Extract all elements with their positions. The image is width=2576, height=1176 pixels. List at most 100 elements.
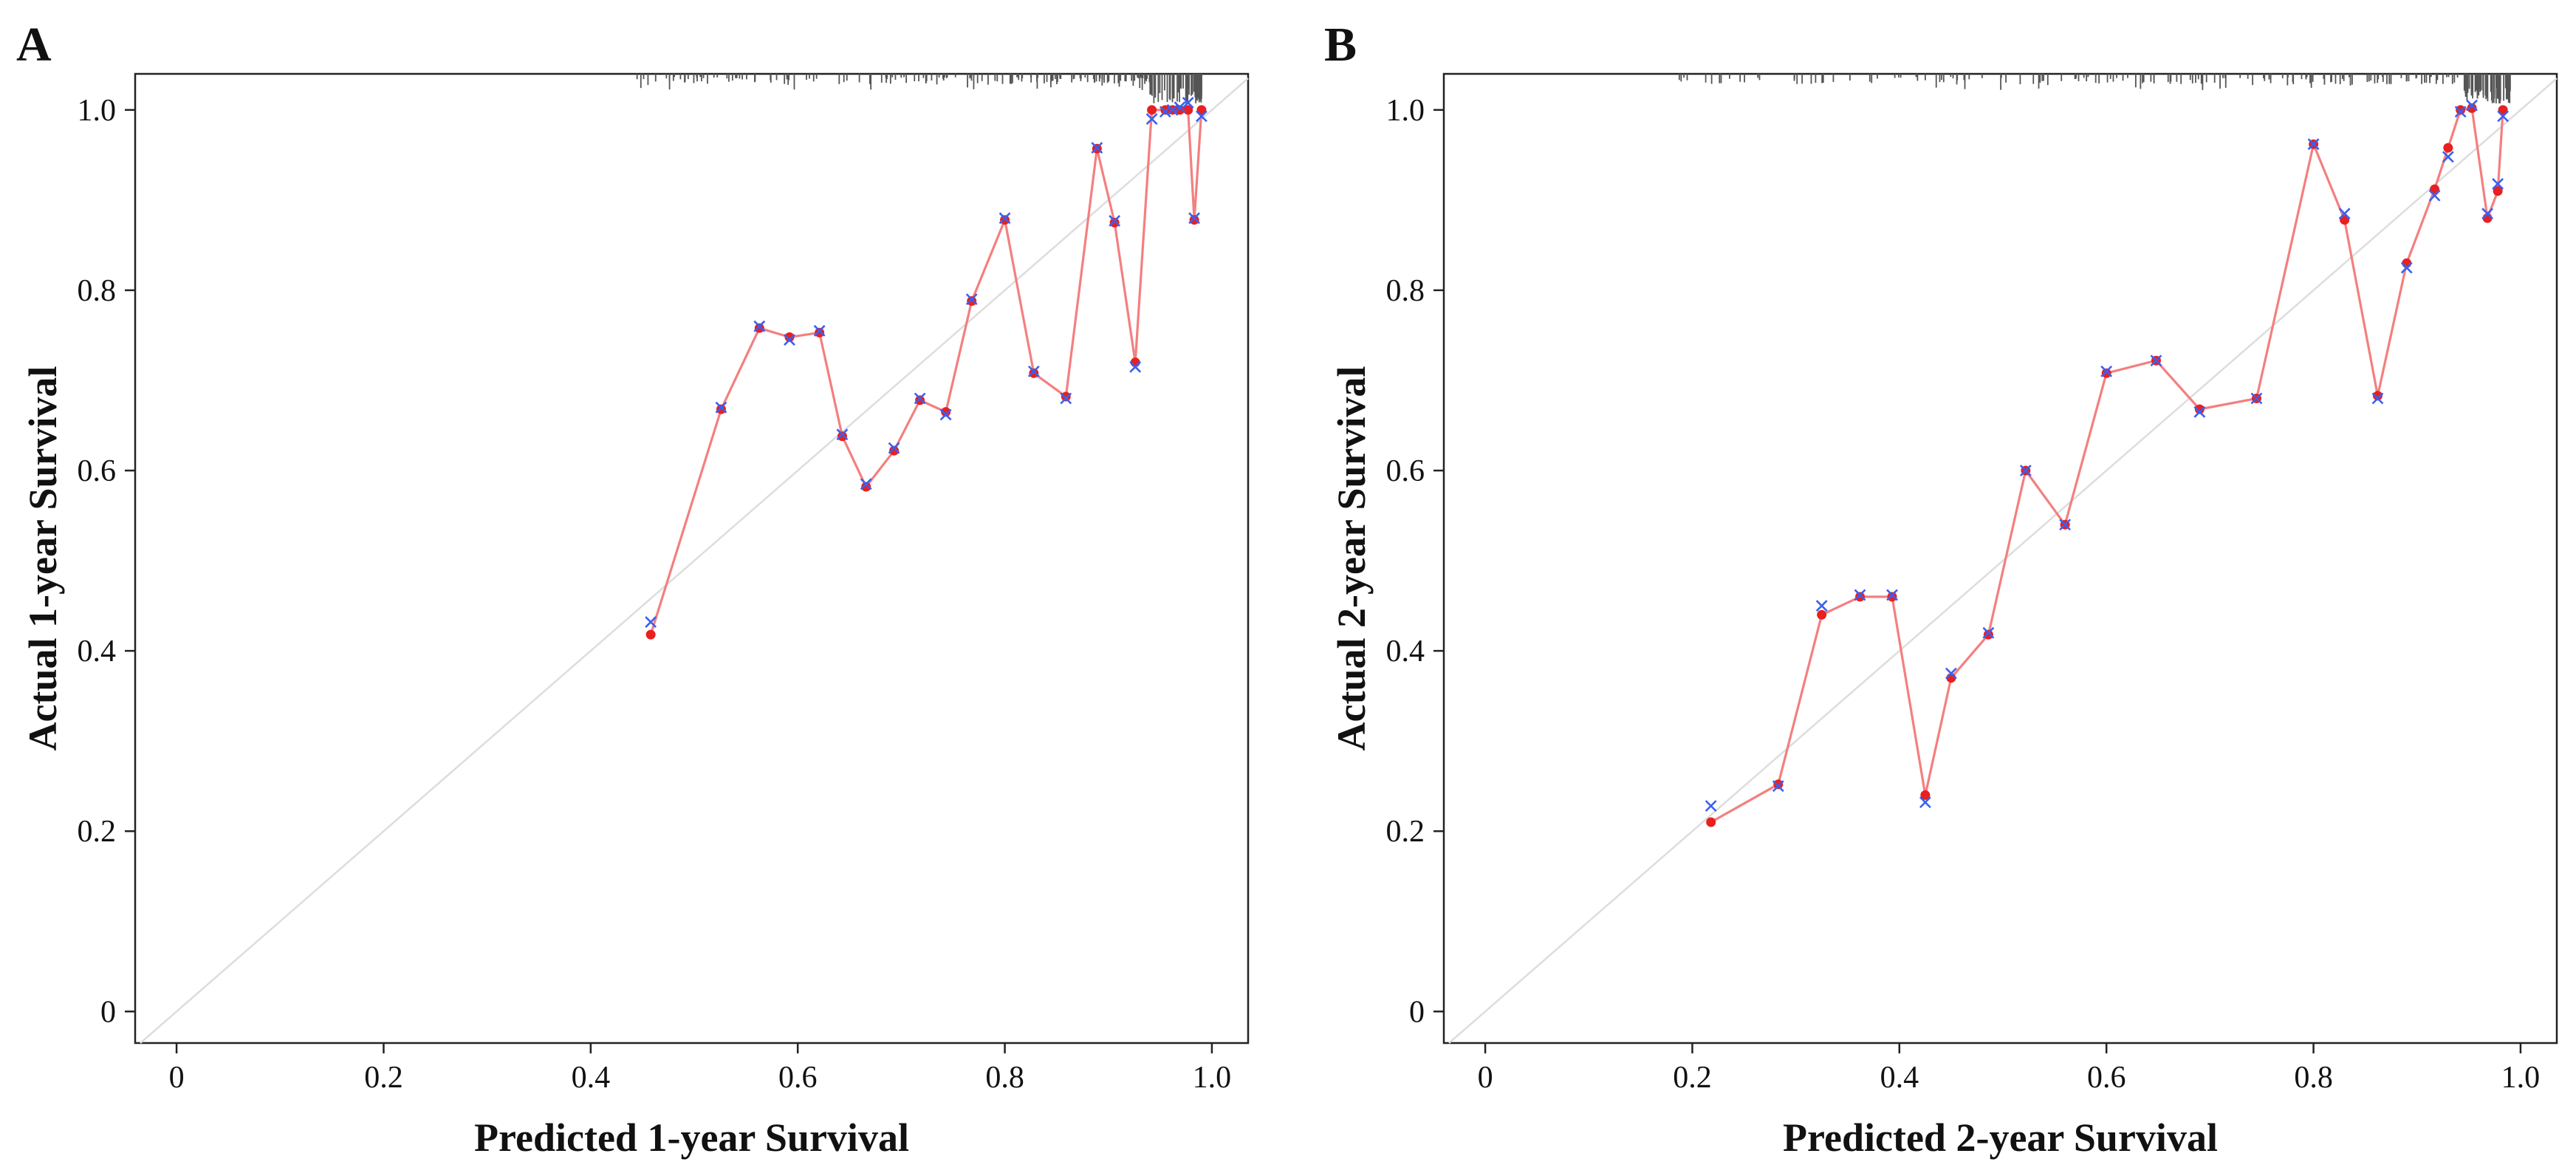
x-tick-label: 0.6 bbox=[778, 1061, 818, 1095]
bias-corrected-point bbox=[813, 324, 826, 337]
apparent-point bbox=[2430, 184, 2440, 194]
calibration-plot-b: B 0 0.2 0.4 0.6 0.8 1.0 0 0.2 0.4 0.6 0.8 1.0 Pred… bbox=[1324, 18, 2558, 1160]
apparent-point bbox=[1189, 215, 1199, 225]
apparent-point bbox=[967, 296, 977, 307]
y-tick-label: 0.8 bbox=[1386, 274, 1425, 308]
apparent-point bbox=[645, 629, 656, 640]
bias-corrected-point bbox=[2193, 406, 2206, 418]
bias-corrected-point bbox=[1182, 97, 1194, 109]
apparent-point bbox=[1773, 779, 1784, 790]
apparent-point bbox=[1887, 592, 1897, 602]
y-tick-label: 1.0 bbox=[78, 94, 117, 128]
bias-corrected-point bbox=[2307, 138, 2320, 151]
bias-corrected-point bbox=[1174, 101, 1186, 114]
x-tick-label: 0.4 bbox=[572, 1061, 611, 1095]
x-tick-label: 1.0 bbox=[1193, 1061, 1232, 1095]
x-tick-label: 0.6 bbox=[2087, 1061, 2126, 1095]
bias-corrected-point bbox=[2338, 208, 2351, 220]
y-tick-label: 0 bbox=[100, 995, 116, 1029]
apparent-point bbox=[754, 323, 764, 333]
bias-corrected-point bbox=[1060, 392, 1072, 405]
x-tick-label: 0.2 bbox=[1673, 1061, 1712, 1095]
bias-corrected-point bbox=[1815, 600, 1828, 612]
y-tick-label: 0.4 bbox=[78, 635, 117, 669]
bias-corrected-point bbox=[1166, 103, 1179, 116]
apparent-point bbox=[889, 445, 900, 456]
apparent-point bbox=[1147, 105, 1157, 115]
apparent-point bbox=[1706, 817, 1716, 827]
apparent-point bbox=[2101, 368, 2111, 378]
apparent-point bbox=[1160, 105, 1171, 115]
y-tick-label: 0.8 bbox=[78, 274, 117, 308]
bias-corrected-point bbox=[1982, 626, 1995, 639]
bias-corrected-point bbox=[2497, 110, 2510, 123]
apparent-point bbox=[2372, 391, 2383, 401]
x-tick-label: 0 bbox=[1478, 1061, 1493, 1095]
rug-marks-a bbox=[636, 74, 1202, 103]
bias-corrected-point bbox=[784, 334, 795, 346]
bias-corrected-point bbox=[2466, 99, 2478, 112]
apparent-point bbox=[1029, 368, 1039, 378]
apparent-point bbox=[1174, 105, 1185, 115]
apparent-point bbox=[2443, 143, 2453, 153]
bias-corrected-point bbox=[1129, 360, 1142, 373]
apparent-point bbox=[837, 431, 847, 442]
bias-corrected-point bbox=[860, 478, 872, 490]
bias-corrected-point bbox=[1919, 796, 1931, 809]
apparent-point bbox=[1000, 215, 1010, 225]
bias-corrected-point bbox=[1027, 365, 1040, 377]
bias-corrected-point bbox=[2150, 355, 2162, 367]
apparent-point bbox=[1983, 629, 1993, 640]
y-tick-label: 1.0 bbox=[1386, 94, 1425, 128]
bias-corrected-point bbox=[1091, 142, 1103, 154]
apparent-point bbox=[2340, 215, 2350, 225]
apparent-point bbox=[2467, 103, 2477, 113]
apparent-point bbox=[1817, 609, 1827, 620]
bias-corrected-point bbox=[2371, 392, 2384, 405]
bias-corrected-point bbox=[836, 428, 849, 441]
panel-label-b: B bbox=[1324, 18, 1357, 72]
bias-corrected-point bbox=[2250, 392, 2263, 405]
apparent-point bbox=[1183, 105, 1193, 115]
bias-corrected-point bbox=[2019, 465, 2032, 476]
bias-corrected-point bbox=[2454, 106, 2467, 118]
calibration-plot-a: A 0 0.2 0.4 0.6 0.8 1.0 0 0.2 0.4 0.6 0.8 1.0 Pred… bbox=[16, 18, 1250, 1160]
bias-corrected-point bbox=[2428, 189, 2441, 202]
bias-corrected-point bbox=[1188, 212, 1201, 225]
bias-corrected-point bbox=[914, 392, 926, 405]
bias-corrected-point bbox=[753, 320, 766, 332]
bias-corrected-point bbox=[1886, 589, 1898, 601]
bias-corrected-point bbox=[2400, 261, 2413, 274]
apparent-point bbox=[2194, 404, 2205, 414]
bias-corrected-point bbox=[2481, 208, 2493, 220]
bias-corrected-point bbox=[1854, 589, 1866, 601]
apparent-point bbox=[716, 404, 726, 414]
bias-corrected-point bbox=[939, 408, 952, 421]
y-tick-label: 0.2 bbox=[1386, 815, 1425, 849]
apparent-point bbox=[2456, 105, 2466, 115]
apparent-point bbox=[915, 395, 925, 406]
apparent-point bbox=[1855, 592, 1866, 602]
apparent-point bbox=[861, 482, 871, 492]
x-tick-label: 0.4 bbox=[1880, 1061, 1919, 1095]
x-axis-title-a: Predicted 1-year Survival bbox=[474, 1115, 909, 1160]
y-tick-label: 0 bbox=[1409, 995, 1425, 1029]
ideal-diagonal-a bbox=[140, 78, 1249, 1044]
apparent-point bbox=[1061, 392, 1071, 402]
bias-corrected-point bbox=[1772, 780, 1784, 793]
y-tick-label: 0.2 bbox=[78, 815, 117, 849]
bias-corrected-point bbox=[2442, 151, 2454, 163]
bias-corrected-point bbox=[645, 616, 657, 628]
rug-marks-b bbox=[1678, 74, 2511, 103]
bias-corrected-point bbox=[998, 212, 1011, 225]
bias-corrected-point bbox=[888, 442, 900, 454]
bias-corrected-point bbox=[2100, 365, 2113, 377]
y-tick-label: 0.4 bbox=[1386, 635, 1425, 669]
y-tick-label: 0.6 bbox=[78, 454, 117, 488]
bias-corrected-point bbox=[1145, 113, 1158, 125]
apparent-point bbox=[815, 327, 825, 338]
y-tick-label: 0.6 bbox=[1386, 454, 1425, 488]
apparent-point bbox=[941, 407, 951, 417]
